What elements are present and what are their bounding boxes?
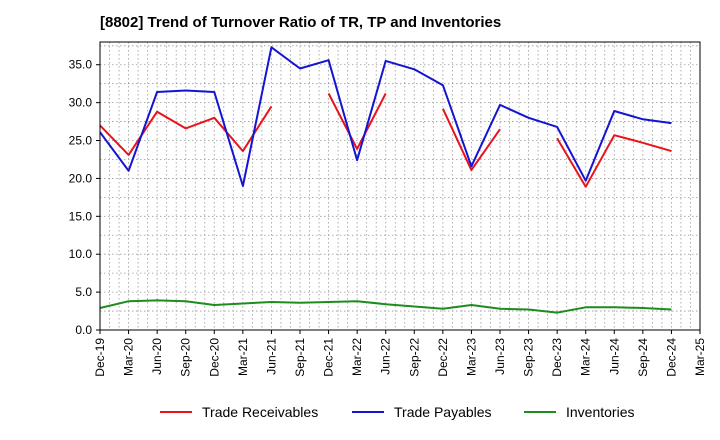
y-tick-label: 10.0 [69,247,93,261]
x-tick-label: Dec-24 [664,338,678,377]
x-tick-label: Sep-23 [522,338,536,377]
series-line-trade-receivables [99,105,273,156]
y-tick-label: 25.0 [69,134,93,148]
y-tick-label: 15.0 [69,209,93,223]
x-tick-label: Mar-24 [579,338,593,376]
x-tick-label: Mar-23 [464,338,478,376]
legend-item-inventories: Inventories [524,404,634,420]
y-tick-label: 20.0 [69,171,93,185]
legend-item-trade-receivables: Trade Receivables [160,404,318,420]
series-line-trade-receivables [327,93,387,150]
chart-title: [8802] Trend of Turnover Ratio of TR, TP… [100,14,502,31]
series-line-inventories [99,299,672,314]
x-tick-label: Sep-21 [293,338,307,377]
legend-swatch-trade-payables [352,411,384,413]
x-tick-label: Sep-22 [407,338,421,377]
legend-label-trade-receivables: Trade Receivables [202,404,319,420]
x-tick-label: Jun-21 [264,338,278,375]
y-tick-label: 30.0 [69,96,93,110]
gridlines [100,42,700,330]
series-lines [99,46,672,314]
x-tick-label: Dec-23 [550,338,564,377]
legend: Trade Receivables Trade Payables Invento… [0,404,720,424]
series-line-trade-receivables [556,134,672,188]
series-line-trade-receivables [441,108,501,172]
legend-swatch-inventories [524,411,556,413]
x-tick-label: Jun-24 [607,338,621,375]
x-tick-label: Mar-22 [350,338,364,376]
x-tick-label: Mar-25 [693,338,707,376]
x-tick-label: Jun-20 [150,338,164,375]
y-tick-label: 0.0 [75,323,92,337]
x-tick-label: Dec-20 [207,338,221,377]
axis-ticks: 0.0 5.0 10.0 15.0 20.0 25.0 30.0 35.0 Dec-19 Mar-… [69,58,707,377]
x-tick-label: Sep-20 [179,338,193,377]
x-tick-label: Jun-22 [379,338,393,375]
y-tick-label: 5.0 [75,285,92,299]
x-tick-label: Dec-19 [93,338,107,377]
y-tick-label: 35.0 [69,58,93,72]
x-tick-label: Dec-22 [436,338,450,377]
legend-item-trade-payables: Trade Payables [352,404,492,420]
legend-swatch-trade-receivables [160,411,192,413]
x-tick-label: Sep-24 [636,338,650,377]
x-tick-label: Mar-20 [122,338,136,376]
legend-label-inventories: Inventories [566,404,635,420]
x-tick-label: Mar-21 [236,338,250,376]
x-tick-label: Jun-23 [493,338,507,375]
x-tick-label: Dec-21 [322,338,336,377]
legend-label-trade-payables: Trade Payables [394,404,492,420]
plot-frame [99,41,701,331]
series-line-trade-payables [99,46,672,187]
